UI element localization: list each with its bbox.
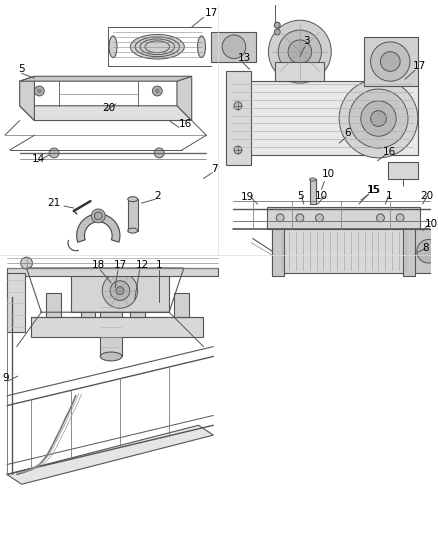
Text: 1: 1	[156, 260, 163, 270]
Circle shape	[94, 212, 102, 220]
Bar	[364, 37, 418, 86]
Bar	[100, 293, 122, 357]
Bar	[226, 71, 251, 165]
Ellipse shape	[128, 228, 138, 233]
Bar	[403, 225, 415, 276]
Circle shape	[21, 257, 32, 269]
Text: 13: 13	[238, 53, 251, 62]
Bar	[7, 273, 25, 332]
Ellipse shape	[100, 352, 122, 361]
Circle shape	[274, 29, 280, 35]
Circle shape	[49, 148, 59, 158]
Ellipse shape	[198, 36, 205, 58]
Circle shape	[296, 214, 304, 222]
Bar	[32, 317, 204, 337]
Circle shape	[152, 86, 162, 96]
Ellipse shape	[128, 197, 138, 201]
Bar	[81, 293, 95, 317]
Text: 17: 17	[205, 9, 218, 18]
Text: 14: 14	[32, 154, 45, 164]
Text: 5: 5	[18, 64, 25, 74]
Text: 19: 19	[241, 192, 254, 202]
Bar	[46, 293, 61, 317]
Text: 1: 1	[385, 191, 392, 201]
Ellipse shape	[100, 288, 122, 297]
Ellipse shape	[130, 35, 184, 59]
Bar	[310, 180, 315, 204]
Bar	[128, 199, 138, 231]
Text: 16: 16	[179, 119, 192, 130]
Text: 3: 3	[303, 36, 309, 46]
Text: 6: 6	[344, 128, 351, 138]
Polygon shape	[20, 76, 192, 81]
Circle shape	[37, 89, 41, 93]
Circle shape	[274, 22, 280, 28]
Circle shape	[234, 102, 242, 110]
Circle shape	[102, 273, 138, 308]
Circle shape	[276, 214, 284, 222]
Circle shape	[110, 281, 130, 301]
Text: 5: 5	[297, 191, 304, 201]
Text: 12: 12	[136, 260, 149, 270]
Polygon shape	[20, 106, 192, 120]
Bar	[272, 229, 415, 273]
Text: 9: 9	[2, 373, 9, 383]
Circle shape	[288, 40, 312, 63]
Text: 20: 20	[420, 191, 433, 201]
Polygon shape	[7, 425, 213, 484]
Circle shape	[278, 30, 321, 74]
Text: 16: 16	[382, 147, 396, 157]
Circle shape	[234, 146, 242, 154]
Bar	[226, 81, 418, 155]
Bar	[272, 225, 284, 276]
Polygon shape	[20, 76, 35, 120]
Text: 7: 7	[212, 164, 218, 174]
Circle shape	[396, 214, 404, 222]
Text: 15: 15	[367, 185, 380, 195]
Text: 8: 8	[423, 243, 429, 253]
Circle shape	[268, 20, 331, 83]
Text: 21: 21	[47, 198, 60, 208]
Circle shape	[339, 79, 418, 158]
Circle shape	[349, 89, 408, 148]
Circle shape	[222, 35, 246, 59]
Bar	[415, 229, 438, 273]
Polygon shape	[177, 76, 192, 120]
Circle shape	[377, 214, 385, 222]
Bar	[275, 61, 325, 81]
Ellipse shape	[109, 36, 117, 58]
Polygon shape	[77, 214, 120, 242]
Circle shape	[381, 52, 400, 71]
Circle shape	[361, 101, 396, 136]
Text: 15: 15	[367, 185, 381, 195]
Bar	[7, 268, 218, 276]
Text: 2: 2	[154, 191, 161, 201]
Bar	[389, 162, 418, 180]
Circle shape	[315, 214, 323, 222]
Bar	[71, 268, 169, 312]
Text: 10: 10	[425, 219, 438, 229]
Bar	[267, 207, 420, 229]
Circle shape	[417, 239, 438, 263]
Circle shape	[371, 111, 386, 126]
Circle shape	[155, 89, 159, 93]
Bar	[130, 293, 145, 317]
Circle shape	[92, 209, 105, 223]
Text: 10: 10	[314, 191, 328, 201]
Text: 17: 17	[413, 61, 426, 71]
Circle shape	[35, 86, 44, 96]
Text: 18: 18	[92, 260, 105, 270]
Bar	[174, 293, 189, 317]
Circle shape	[116, 287, 124, 295]
Text: 10: 10	[321, 169, 335, 180]
Circle shape	[371, 42, 410, 81]
Text: 20: 20	[102, 103, 115, 112]
Ellipse shape	[310, 178, 315, 181]
Bar	[212, 32, 256, 61]
Text: 17: 17	[114, 260, 127, 270]
Circle shape	[154, 148, 164, 158]
